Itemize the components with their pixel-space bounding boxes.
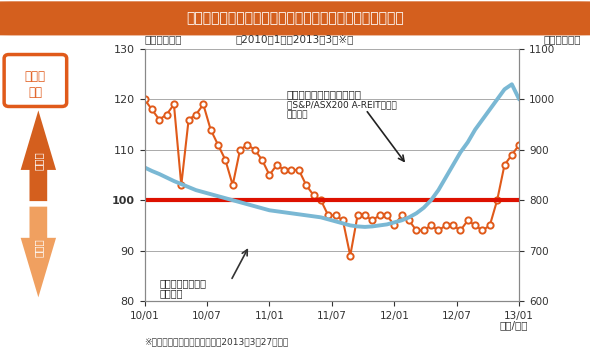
Text: （年/月）: （年/月） <box>500 320 528 330</box>
Text: 消費者信頼感指数: 消費者信頼感指数 <box>159 278 206 288</box>
FancyBboxPatch shape <box>0 2 590 35</box>
Text: オーストラリアリート指数および消費者信頼感指数の推移: オーストラリアリート指数および消費者信頼感指数の推移 <box>186 11 404 26</box>
Text: 消費者: 消費者 <box>25 70 46 83</box>
Text: 悟観的: 悟観的 <box>34 238 43 257</box>
Text: （S&P/ASX200 A-REIT指数）: （S&P/ASX200 A-REIT指数） <box>287 100 396 109</box>
Text: ※オーストラリアリート指数は2013年3月27日まで: ※オーストラリアリート指数は2013年3月27日まで <box>145 337 289 346</box>
Text: （左軸）: （左軸） <box>159 288 183 298</box>
Text: （2010年1月～2013年3月※）: （2010年1月～2013年3月※） <box>236 34 354 44</box>
Text: オーストラリアリート指数: オーストラリアリート指数 <box>287 89 362 99</box>
Text: 楽観的: 楽観的 <box>34 151 43 170</box>
Polygon shape <box>21 110 56 201</box>
Text: （ポイント）: （ポイント） <box>145 34 182 44</box>
Text: 心理: 心理 <box>28 86 42 99</box>
FancyBboxPatch shape <box>4 55 67 106</box>
Polygon shape <box>21 206 56 298</box>
Text: （右軸）: （右軸） <box>287 110 309 119</box>
Text: （ポイント）: （ポイント） <box>543 34 581 44</box>
